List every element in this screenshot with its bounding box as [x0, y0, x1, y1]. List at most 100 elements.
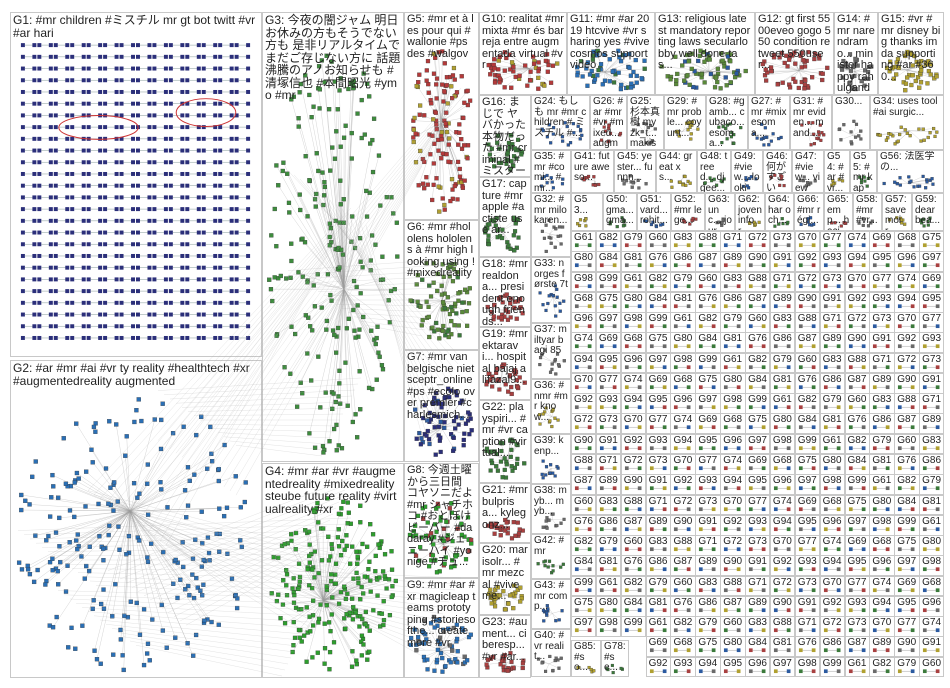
node-marker: [75, 547, 80, 552]
node-marker: [712, 587, 716, 592]
small-group-label: G77: [847, 576, 867, 588]
node-marker: [354, 284, 359, 290]
node-marker: [541, 303, 545, 307]
node-marker: [107, 419, 112, 424]
group-label: G42: #mr: [534, 535, 565, 557]
node-marker: [749, 547, 753, 552]
node-marker: [311, 283, 316, 288]
small-group-nodes: [823, 669, 841, 673]
node-marker: [152, 312, 157, 317]
small-group-tile: G80: [670, 332, 696, 354]
node-marker: [152, 207, 157, 212]
node-marker: [371, 116, 377, 121]
node-marker: [168, 324, 173, 329]
node-marker: [544, 223, 548, 227]
node-marker: [234, 125, 239, 130]
small-group-tile: G61: [620, 271, 647, 293]
node-marker: [424, 175, 429, 180]
small-group-tile: G72: [844, 312, 870, 333]
node-marker: [602, 125, 606, 129]
node-marker: [514, 156, 519, 161]
node-marker: [447, 643, 453, 648]
node-marker: [739, 126, 743, 130]
small-group-label: G60: [698, 272, 718, 284]
node-marker: [462, 654, 467, 659]
node-marker: [163, 207, 168, 212]
node-marker: [861, 466, 866, 471]
node-marker: [32, 148, 37, 153]
small-group-label: G76: [673, 596, 693, 608]
node-marker: [331, 640, 337, 645]
node-marker: [70, 89, 75, 94]
node-marker: [599, 506, 604, 511]
node-marker: [811, 385, 816, 389]
small-group-nodes: [898, 466, 915, 471]
node-marker: [20, 195, 25, 200]
node-marker: [509, 659, 514, 664]
node-marker: [119, 218, 124, 223]
node-marker: [722, 177, 726, 181]
node-marker: [599, 138, 604, 142]
node-marker: [754, 177, 758, 181]
small-group-label: G99: [748, 394, 767, 406]
node-marker: [229, 289, 234, 294]
node-marker: [513, 74, 518, 80]
node-marker: [886, 364, 890, 369]
node-marker: [548, 654, 552, 659]
node-marker: [136, 324, 140, 329]
node-marker: [587, 527, 592, 531]
node-marker: [612, 385, 617, 389]
node-marker: [321, 193, 327, 198]
node-marker: [75, 532, 80, 537]
node-marker: [544, 406, 548, 410]
small-group-tile: G95: [869, 251, 895, 273]
node-marker: [888, 218, 892, 222]
small-group-label: G88: [797, 313, 817, 325]
node-marker: [538, 413, 542, 417]
node-marker: [715, 66, 720, 71]
node-marker: [420, 318, 425, 323]
small-group-nodes: [574, 446, 592, 450]
node-marker: [382, 552, 388, 557]
node-marker: [336, 527, 341, 532]
node-marker: [540, 472, 544, 476]
node-marker: [741, 184, 745, 189]
node-marker: [548, 80, 554, 85]
small-group-label: G99: [847, 475, 867, 487]
node-marker: [341, 135, 347, 140]
node-marker: [305, 567, 310, 572]
group-label: G5: #mr et à les pour qui #wallonie #ps …: [407, 13, 474, 60]
node-marker: [284, 568, 289, 573]
node-marker: [935, 243, 940, 248]
node-marker: [786, 628, 791, 633]
node-marker: [668, 77, 673, 82]
small-group-label: G96: [772, 475, 792, 487]
node-marker: [724, 466, 728, 471]
node-marker: [53, 54, 58, 59]
small-group-label: G88: [897, 394, 917, 406]
node-marker: [574, 628, 579, 633]
node-marker: [621, 224, 625, 228]
node-marker: [649, 283, 654, 288]
node-marker: [859, 129, 863, 133]
node-marker: [379, 363, 385, 368]
node-marker: [935, 587, 940, 592]
small-group-tile: G70: [769, 535, 796, 556]
node-marker: [547, 123, 551, 127]
node-marker: [891, 134, 895, 138]
node-marker: [811, 669, 816, 673]
node-marker: [101, 558, 106, 563]
node-marker: [786, 506, 791, 511]
node-marker: [517, 375, 522, 380]
node-marker: [511, 154, 517, 159]
node-marker: [536, 86, 541, 91]
small-group-label: G81: [822, 414, 842, 426]
node-marker: [823, 344, 828, 349]
small-group-label: G60: [897, 434, 917, 446]
node-marker: [370, 169, 376, 175]
node-marker: [434, 176, 439, 181]
node-marker: [681, 183, 685, 187]
node-marker: [773, 669, 778, 673]
node-marker: [229, 265, 234, 270]
group-label: G78: #se...: [604, 641, 626, 673]
